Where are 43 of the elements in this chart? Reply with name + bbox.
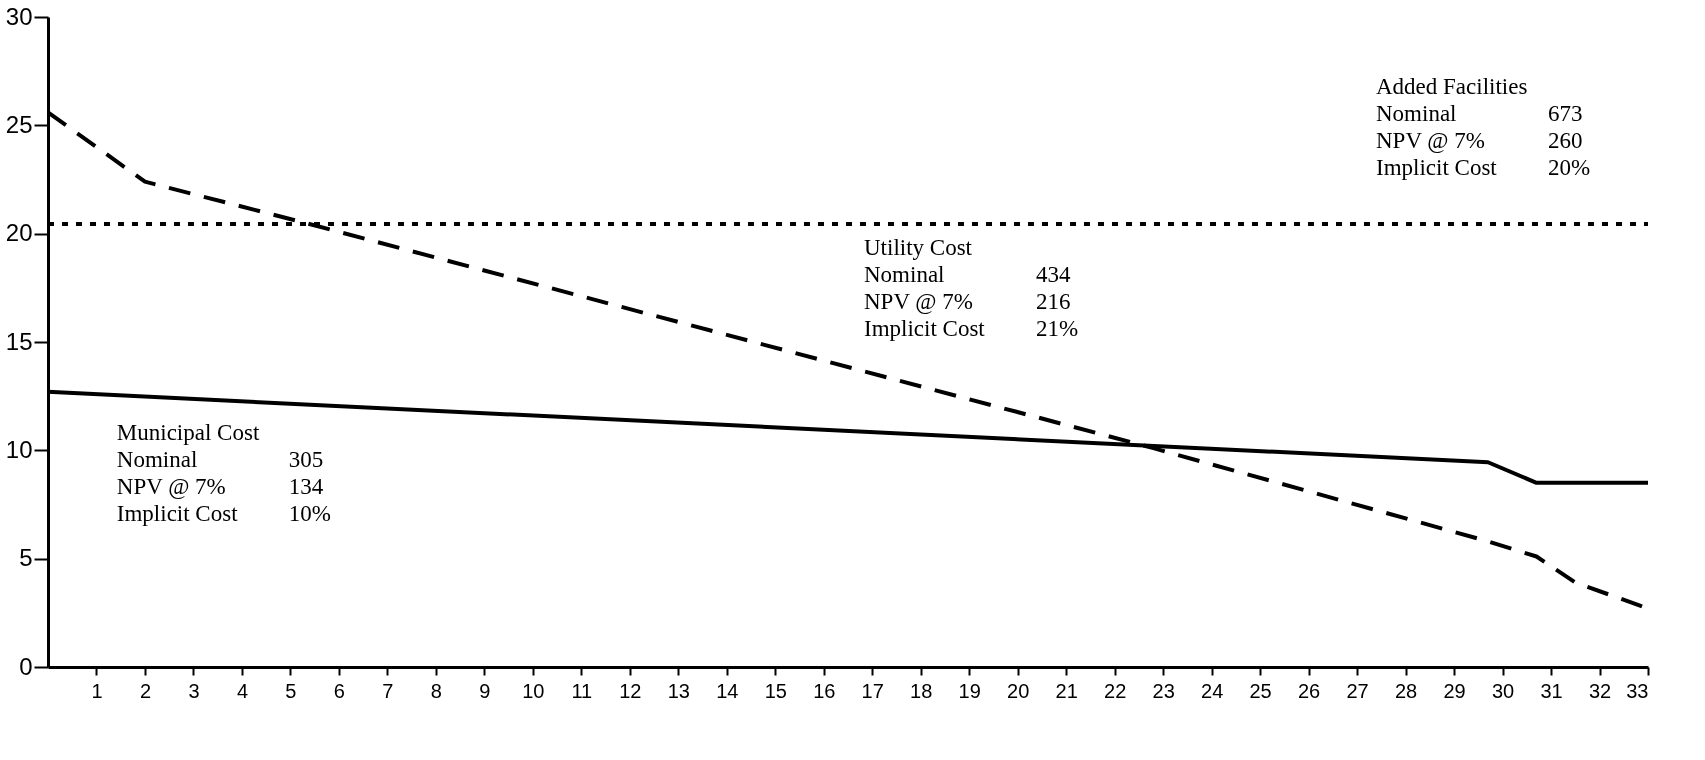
x-tick-label: 30: [1491, 679, 1515, 702]
x-tick-label: 9: [479, 679, 491, 702]
x-tick-label: 20: [1007, 679, 1030, 702]
x-tick-label: 17: [861, 679, 884, 702]
x-tick-label: 23: [1152, 679, 1175, 702]
x-tick-label: 12: [619, 679, 642, 702]
x-tick-label: 10: [522, 679, 545, 702]
x-tick-label: 1: [91, 679, 103, 702]
x-tick-label: 14: [716, 679, 739, 702]
x-tick-label: 13: [667, 679, 690, 702]
text: Municipal Cost Nominal 305 NPV @ 7% 134 Implicit Cost 10%: [116, 420, 331, 526]
x-tick-label: 33: [1626, 679, 1649, 702]
x-tick-label: 32: [1588, 679, 1612, 702]
x-tick-label: 16: [813, 679, 836, 702]
x-tick-label: 6: [333, 679, 345, 702]
y-tick-label: 30: [5, 2, 33, 30]
y-tick-label: 25: [5, 110, 33, 138]
x-tick-label: 22: [1104, 679, 1127, 702]
y-tick-label: 0: [19, 652, 33, 680]
y-tick-label: 20: [5, 219, 33, 247]
x-tick-label: 8: [430, 679, 442, 702]
y-tick-label: 15: [5, 327, 33, 355]
x-tick-label: 24: [1201, 679, 1224, 702]
x-tick-label: 21: [1055, 679, 1078, 702]
x-tick-label: 18: [910, 679, 933, 702]
y-tick-label: 10: [5, 435, 33, 463]
x-tick-label: 4: [236, 679, 248, 702]
x-tick-label: 3: [188, 679, 200, 702]
x-tick-label: 28: [1394, 679, 1418, 702]
x-tick-label: 11: [571, 679, 593, 702]
x-tick-label: 5: [285, 679, 297, 702]
x-tick-label: 26: [1297, 679, 1321, 702]
x-tick-label: 25: [1249, 679, 1272, 702]
x-tick-label: 7: [382, 679, 394, 702]
x-tick-label: 27: [1346, 679, 1369, 702]
x-tick-label: 2: [139, 679, 152, 702]
x-tick-label: 15: [764, 679, 787, 702]
x-tick-label: 29: [1443, 679, 1466, 702]
y-tick-label: 5: [19, 544, 33, 572]
x-tick-label: 31: [1540, 679, 1563, 702]
text: Added Facilities Nominal 673 NPV @ 7% 260 Implicit Cost 20%: [1376, 74, 1591, 181]
text: Utility Cost Nominal 434 NPV @ 7% 216 Implicit Cost 21%: [864, 234, 1079, 341]
x-tick-label: 19: [958, 679, 981, 702]
